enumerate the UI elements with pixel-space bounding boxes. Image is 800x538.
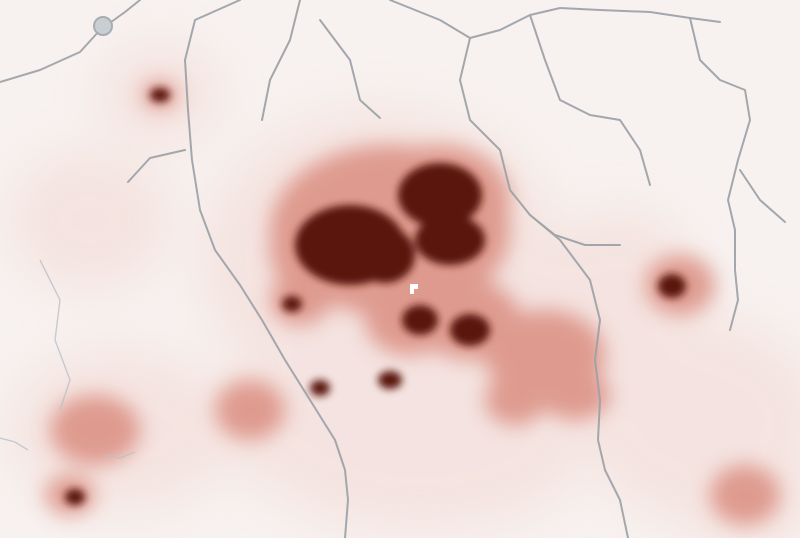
boundary-line xyxy=(389,0,721,39)
heat-blob-max xyxy=(378,371,402,389)
river-line xyxy=(39,259,71,411)
boundary-line xyxy=(739,169,786,223)
heat-blob-max xyxy=(658,274,686,298)
heat-blob-mid xyxy=(540,370,610,420)
heat-blob-low xyxy=(260,390,580,530)
boundary-line xyxy=(459,37,629,538)
rivers xyxy=(0,259,136,459)
flag-icon[interactable] xyxy=(410,284,418,294)
location-marker[interactable] xyxy=(410,284,418,294)
heat-blob-max xyxy=(450,314,490,346)
heat-blob-mid xyxy=(485,375,545,425)
boundary-line xyxy=(127,149,186,183)
settlement-marker xyxy=(93,16,113,36)
heat-blob-max xyxy=(415,215,485,265)
boundary-line xyxy=(529,214,621,246)
boundary-line xyxy=(689,17,751,331)
heat-blob-max xyxy=(65,489,85,505)
heat-blob-mid xyxy=(50,395,140,465)
heat-blob-low xyxy=(10,150,170,290)
river-line xyxy=(104,451,136,459)
heat-blob-max xyxy=(398,163,482,227)
river-line xyxy=(0,437,29,451)
boundary-line xyxy=(0,0,141,83)
heat-blob-max xyxy=(355,227,415,283)
heat-blob-max xyxy=(150,88,170,102)
heat-blob-mid xyxy=(710,465,780,525)
heat-blob-max xyxy=(402,305,438,335)
settlement-icon xyxy=(93,16,113,36)
heat-blob-mid xyxy=(215,380,285,440)
heat-blob-max xyxy=(282,296,302,312)
boundary-line xyxy=(261,0,301,121)
heat-blob-max xyxy=(310,380,330,396)
density-heat-core xyxy=(65,88,686,505)
boundary-line xyxy=(184,0,349,538)
boundary-line xyxy=(319,19,381,119)
boundary-line xyxy=(529,14,651,186)
